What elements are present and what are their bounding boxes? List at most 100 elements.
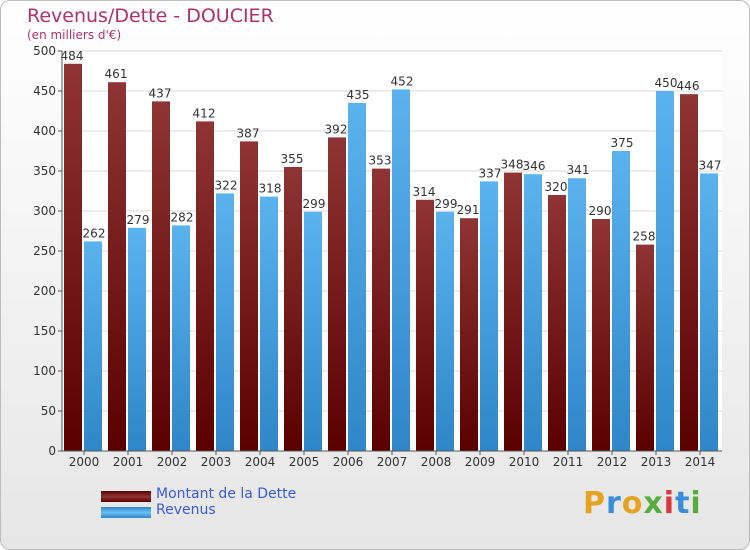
bar-dette-2006 — [328, 137, 346, 451]
logo-letter: x — [643, 486, 664, 521]
bar-revenus-2003 — [216, 193, 234, 451]
proxiti-logo: Proxiti — [583, 486, 702, 521]
data-label-dette-2012: 290 — [589, 204, 612, 218]
bars — [64, 63, 718, 452]
data-label-dette-2001: 461 — [105, 67, 128, 81]
bar-revenus-2001 — [128, 227, 146, 451]
data-label-revenus-2003: 322 — [215, 178, 238, 192]
x-tick-label: 2007 — [377, 455, 408, 469]
bar-dette-2000 — [64, 63, 82, 452]
bar-dette-2012 — [592, 219, 610, 451]
x-tick-label: 2002 — [157, 455, 188, 469]
bar-revenus-2004 — [260, 196, 278, 451]
bar-dette-2008 — [416, 199, 434, 451]
logo-letter: r — [606, 486, 622, 521]
bar-revenus-2007 — [392, 89, 410, 452]
x-tick-label: 2006 — [333, 455, 364, 469]
y-tick-label: 200 — [33, 284, 56, 298]
x-tick-label: 2003 — [201, 455, 232, 469]
y-tick-label: 300 — [33, 204, 56, 218]
chart-title: Revenus/Dette - DOUCIER — [27, 5, 274, 27]
bar-dette-2014 — [680, 94, 698, 451]
data-label-dette-2006: 392 — [325, 122, 348, 136]
x-tick-label: 2014 — [685, 455, 716, 469]
data-label-dette-2014: 446 — [677, 79, 700, 93]
data-label-revenus-2013: 450 — [655, 76, 678, 90]
y-tick-label: 400 — [33, 124, 56, 138]
chart-subtitle: (en milliers d'€) — [27, 28, 122, 42]
logo-letter: i — [690, 486, 702, 521]
bar-dette-2003 — [196, 121, 214, 452]
bar-revenus-2014 — [700, 173, 718, 451]
data-label-revenus-2002: 282 — [171, 210, 194, 224]
y-tick-label: 50 — [41, 404, 56, 418]
x-tick-label: 2010 — [509, 455, 540, 469]
data-label-revenus-2008: 299 — [435, 197, 458, 211]
logo-letter: i — [663, 486, 676, 521]
x-tick-label: 2009 — [465, 455, 496, 469]
data-label-dette-2010: 348 — [501, 158, 524, 172]
bar-dette-2001 — [108, 82, 126, 451]
data-label-dette-2005: 355 — [281, 152, 304, 166]
data-label-dette-2007: 353 — [369, 154, 392, 168]
data-label-revenus-2005: 299 — [303, 197, 326, 211]
bar-revenus-2000 — [84, 241, 102, 451]
data-label-dette-2002: 437 — [149, 86, 172, 100]
x-tick-label: 2005 — [289, 455, 320, 469]
data-label-dette-2008: 314 — [413, 185, 436, 199]
bar-dette-2013 — [636, 244, 654, 451]
data-label-revenus-2009: 337 — [479, 166, 502, 180]
y-tick-label: 100 — [33, 364, 56, 378]
legend-label-revenus: Revenus — [156, 502, 216, 518]
data-label-revenus-2001: 279 — [127, 213, 150, 227]
data-label-dette-2013: 258 — [633, 230, 656, 244]
bar-revenus-2009 — [480, 181, 498, 451]
bar-revenus-2006 — [348, 103, 366, 451]
bar-revenus-2010 — [524, 174, 542, 451]
y-tick-label: 450 — [33, 84, 56, 98]
logo-letter: t — [675, 486, 691, 521]
y-tick-label: 150 — [33, 324, 56, 338]
bar-revenus-2011 — [568, 178, 586, 451]
bar-dette-2005 — [284, 167, 302, 451]
data-label-dette-2011: 320 — [545, 180, 568, 194]
data-label-revenus-2007: 452 — [391, 74, 414, 88]
bar-revenus-2013 — [656, 91, 674, 451]
data-label-revenus-2011: 341 — [567, 163, 590, 177]
y-tick-label: 500 — [33, 44, 56, 58]
bar-dette-2011 — [548, 195, 566, 451]
bar-revenus-2005 — [304, 211, 322, 451]
y-tick-label: 350 — [33, 164, 56, 178]
legend-swatch-revenus — [101, 507, 151, 518]
data-label-revenus-2000: 262 — [83, 226, 106, 240]
x-tick-label: 2012 — [597, 455, 628, 469]
legend-label-dette: Montant de la Dette — [156, 486, 297, 502]
y-tick-label: 0 — [48, 444, 56, 458]
data-label-revenus-2010: 346 — [523, 159, 546, 173]
data-label-dette-2003: 412 — [193, 106, 216, 120]
axes: 0 50 100 150 200 250 300 350 400 450 500 2000 2001 20… — [33, 44, 722, 469]
y-tick-label: 250 — [33, 244, 56, 258]
bar-dette-2007 — [372, 168, 390, 451]
logo-letter: o — [621, 486, 644, 521]
x-tick-label: 2004 — [245, 455, 276, 469]
bar-revenus-2012 — [612, 151, 630, 451]
data-label-revenus-2006: 435 — [347, 88, 370, 102]
data-label-revenus-2004: 318 — [259, 182, 282, 196]
bar-dette-2002 — [152, 101, 170, 452]
data-label-dette-2009: 291 — [457, 203, 480, 217]
bar-dette-2009 — [460, 218, 478, 451]
data-label-dette-2000: 484 — [61, 49, 84, 63]
data-label-revenus-2014: 347 — [699, 158, 722, 172]
data-label-revenus-2012: 375 — [611, 136, 634, 150]
bar-dette-2010 — [504, 172, 522, 451]
x-tick-label: 2008 — [421, 455, 452, 469]
x-tick-label: 2000 — [69, 455, 100, 469]
logo-letter: P — [583, 486, 606, 521]
bar-revenus-2002 — [172, 225, 190, 451]
data-label-dette-2004: 387 — [237, 126, 260, 140]
data-labels: 484 262 461 279 437 282 412 322 387 318 355 299 392 4… — [61, 49, 722, 244]
x-tick-label: 2001 — [113, 455, 144, 469]
